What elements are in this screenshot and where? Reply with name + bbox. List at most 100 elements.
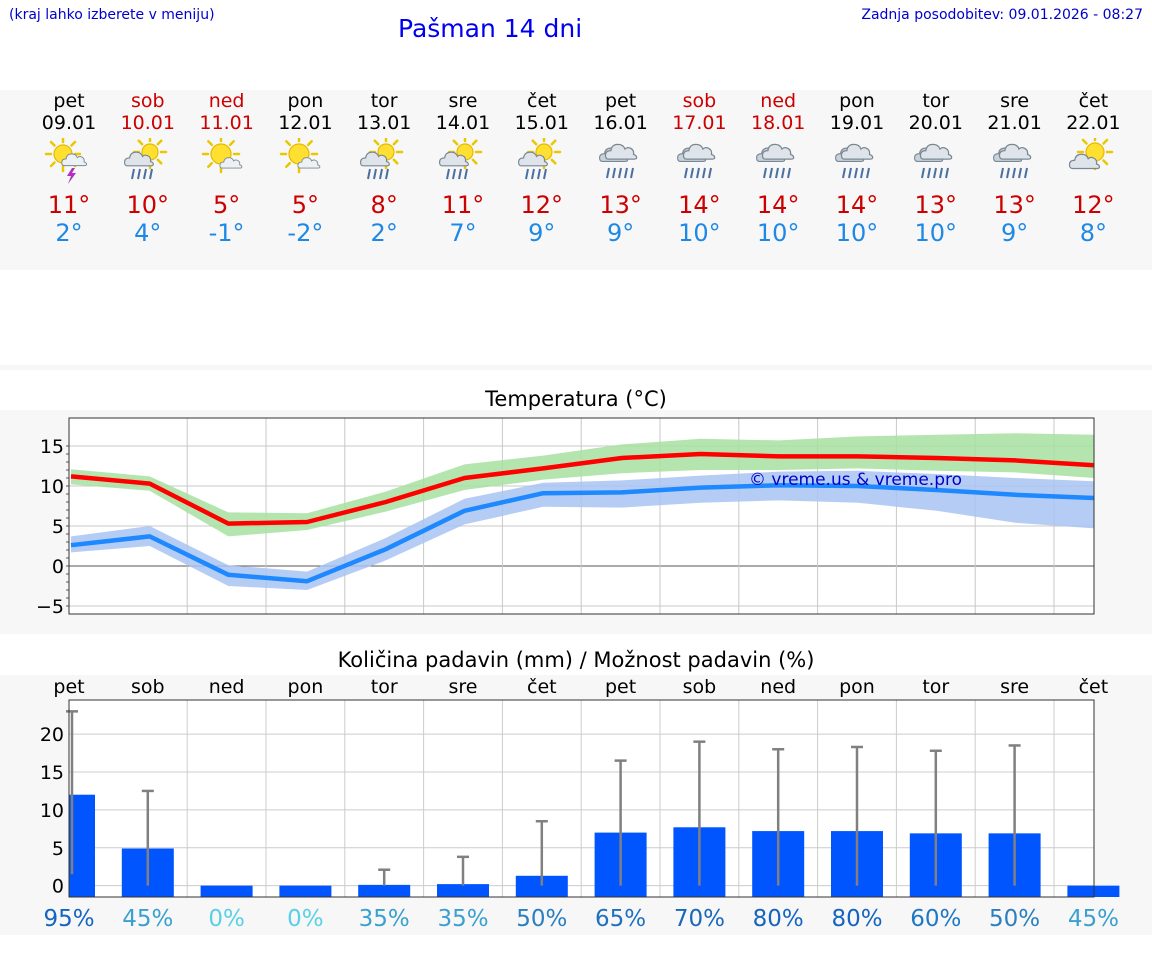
forecast-day: sre 14.01 11° 7° <box>424 90 503 247</box>
precipitation-probability: 0% <box>208 906 245 932</box>
precipitation-probability: 50% <box>989 906 1040 932</box>
precipitation-probability: 80% <box>831 906 882 932</box>
forecast-day: tor 20.01 13° 10° <box>896 90 975 247</box>
x-category-label: tor <box>922 676 949 698</box>
precipitation-bar <box>279 885 332 897</box>
precipitation-probability: 45% <box>1068 906 1119 932</box>
precipitation-probability: 95% <box>43 906 94 932</box>
min-temperature: 10° <box>835 219 879 247</box>
temperature-chart-title: Temperatura (°C) <box>485 387 667 411</box>
sun-cloud-rain-icon <box>123 138 168 180</box>
min-temperature: 10° <box>914 219 958 247</box>
y-tick-label: 5 <box>52 516 64 538</box>
temperature-chart: 15 10 5 0 −5 © vreme.us & vreme.pro <box>36 417 1095 618</box>
day-date: 12.01 <box>278 112 333 134</box>
cloud-rain-icon <box>677 143 716 179</box>
max-temperature: 11° <box>47 191 91 219</box>
cloud-rain-icon <box>913 143 953 179</box>
x-category-label: ned <box>760 676 796 698</box>
sun-cloud-thunder-icon <box>44 138 88 184</box>
day-date: 13.01 <box>356 112 412 134</box>
day-name: ned <box>208 90 245 112</box>
forecast-day: ned 11.01 5° -1° <box>187 90 266 247</box>
divider <box>0 365 1152 370</box>
precipitation-probability: 50% <box>516 906 567 932</box>
day-date: 19.01 <box>829 112 885 134</box>
day-date: 10.01 <box>120 112 175 134</box>
y-tick-label: 15 <box>40 436 64 458</box>
min-temperature: 10° <box>756 219 800 247</box>
x-category-label: čet <box>1079 676 1109 698</box>
sun-cloud-rain-icon <box>360 138 404 180</box>
day-name: sre <box>448 90 478 112</box>
max-temperature: 8° <box>370 191 398 219</box>
day-date: 18.01 <box>750 112 806 134</box>
day-name: tor <box>370 90 398 112</box>
max-temperature: 14° <box>756 191 800 219</box>
y-tick-label: 5 <box>52 838 64 860</box>
precipitation-bar <box>515 875 568 897</box>
max-temperature-line <box>70 451 1095 526</box>
min-temperature: 10° <box>678 219 721 247</box>
forecast-day: pet 09.01 11° 2° <box>30 90 109 247</box>
min-temperature: 4° <box>134 219 162 247</box>
precipitation-chart: pet sob ned pon tor sre čet pet sob ned pon tor sre č… <box>40 676 1120 932</box>
precipitation-bar <box>358 884 411 897</box>
max-temperature: 5° <box>291 191 320 219</box>
min-temperature: 9° <box>528 219 556 247</box>
y-tick-label: −5 <box>36 596 64 618</box>
day-name: sob <box>131 90 165 112</box>
min-temperature-range-band <box>71 470 1094 590</box>
forecast-day: pon 12.01 5° -2° <box>266 90 345 247</box>
sun-cloud-icon <box>1069 138 1114 171</box>
y-tick-label: 0 <box>52 556 64 578</box>
x-category-label: ned <box>209 676 245 698</box>
day-name: pet <box>53 90 85 112</box>
day-name: pon <box>839 90 875 112</box>
day-name: pon <box>287 90 324 112</box>
location-hint: (kraj lahko izberete v meniju) <box>9 7 215 23</box>
precipitation-probability: 35% <box>359 906 410 932</box>
max-temperature: 10° <box>126 191 170 219</box>
day-date: 14.01 <box>435 112 491 134</box>
precipitation-chart-title: Količina padavin (mm) / Možnost padavin … <box>337 648 815 672</box>
precipitation-bar <box>69 794 95 897</box>
precipitation-probability: 65% <box>595 906 646 932</box>
precipitation-bar <box>437 884 489 897</box>
precipitation-bar <box>200 885 253 897</box>
cloud-rain-icon <box>992 143 1031 179</box>
forecast-day: sob 10.01 10° 4° <box>108 90 187 247</box>
sun-cloud-rain-icon <box>438 138 483 180</box>
x-category-label: sob <box>131 676 165 698</box>
forecast-day: čet 22.01 12° 8° <box>1054 90 1133 247</box>
forecast-day: pon 19.01 14° 10° <box>818 90 897 247</box>
day-date: 11.01 <box>199 112 254 134</box>
cloud-rain-icon <box>598 143 637 179</box>
max-temperature: 11° <box>441 191 485 219</box>
min-temperature: 2° <box>370 219 398 247</box>
day-date: 21.01 <box>987 112 1042 134</box>
sun-cloud-rain-icon <box>517 138 562 180</box>
min-temperature: 9° <box>606 219 635 247</box>
y-tick-label: 20 <box>40 724 64 746</box>
precipitation-probability: 70% <box>674 906 725 932</box>
y-tick-label: 0 <box>52 876 64 898</box>
forecast-day: tor 13.01 8° 2° <box>345 90 424 247</box>
x-category-label: tor <box>371 676 398 698</box>
precipitation-probability: 35% <box>437 906 488 932</box>
max-temperature: 12° <box>520 191 564 219</box>
max-temperature: 13° <box>599 191 642 219</box>
max-temperature: 14° <box>678 191 721 219</box>
max-temperature: 13° <box>993 191 1036 219</box>
min-temperature: 9° <box>1000 219 1029 247</box>
day-date: 22.01 <box>1066 112 1121 134</box>
min-temperature: -2° <box>287 219 324 247</box>
day-name: pet <box>604 90 637 112</box>
min-temperature: 2° <box>55 219 83 247</box>
day-date: 20.01 <box>908 112 963 134</box>
day-name: ned <box>760 90 797 112</box>
daily-forecast-strip: pet 09.01 11° 2° sob 10.01 10° 4° ned 11.01 5° -1° p… <box>0 90 1152 270</box>
x-category-label: sob <box>683 676 717 698</box>
day-name: čet <box>1078 90 1109 112</box>
precipitation-probability: 80% <box>753 906 804 932</box>
